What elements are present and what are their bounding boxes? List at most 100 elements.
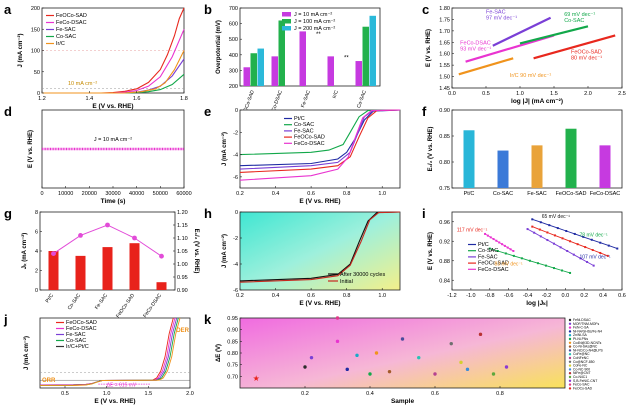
y-tick-label-f: 0.75 <box>439 186 450 192</box>
marker-k <box>368 372 372 376</box>
y-tick-label-g: 1.15 <box>177 223 188 229</box>
line-label-i: 65 mV dec⁻¹ <box>542 214 571 220</box>
y-tick-label-c: 1.70 <box>439 29 450 35</box>
panel-label-b: b <box>204 2 212 17</box>
y-axis-label-g: E₁/₂ (V vs. RHE) <box>193 229 199 274</box>
y-axis-label-k: ΔE (V) <box>216 344 222 362</box>
plot-frame-k <box>239 317 566 389</box>
x-tick-label-d: 20000 <box>82 191 97 197</box>
y-tick-label-i: 0.88 <box>439 259 450 265</box>
annotation-j: OER <box>176 328 190 334</box>
bar-b <box>362 26 369 86</box>
legend-label-j: FeOCo-SAD <box>66 320 97 326</box>
panel-label-j: j <box>3 312 8 327</box>
y-tick-label-i: 0.96 <box>439 220 450 226</box>
legend-label-k: Co-Ni-SAs@NC <box>573 345 598 349</box>
bar-b <box>271 56 278 86</box>
legend-label-k: CoNFeNC <box>573 356 589 360</box>
bar-b <box>243 67 250 86</box>
y-tick-label-b: 500 <box>229 37 238 43</box>
legend-swatch-k <box>568 318 572 322</box>
y-tick-label-k: 0.95 <box>227 316 238 322</box>
panel-label-f: f <box>422 104 427 119</box>
y-tick-label-g: 1.05 <box>177 249 188 255</box>
y-tick-label-b: 700 <box>229 6 238 12</box>
bar-f <box>497 150 509 188</box>
x-tick-label-e: 1.0 <box>378 191 386 197</box>
y-tick-label-b: 200 <box>229 84 238 90</box>
x-tick-label-i: 0.0 <box>562 293 570 299</box>
y-tick-label-k: 0.90 <box>227 328 238 334</box>
marker-g <box>132 235 137 241</box>
series-line-h <box>239 211 401 282</box>
marker-i <box>559 246 562 249</box>
marker-k <box>374 351 379 355</box>
series-line-j <box>39 317 181 387</box>
plot-frame-c <box>451 7 623 89</box>
marker-i <box>492 238 495 241</box>
marker-i <box>592 264 595 267</box>
bar-f <box>531 145 543 188</box>
line-label-i: 78 mV dec⁻¹ <box>580 232 609 238</box>
annotation-d: J = 10 mA cm⁻² <box>94 137 132 143</box>
bar-b <box>369 15 376 86</box>
line-label-c: Co-SAC <box>564 18 584 24</box>
y-tick-label-k: 0.75 <box>227 363 238 369</box>
panel-label-c: c <box>422 2 429 17</box>
category-label-f: Pt/C <box>464 191 475 197</box>
legend-label-k: FeN-C-SA <box>573 326 589 330</box>
category-label-f: FeCo-DSAC <box>590 191 621 197</box>
legend-swatch-k <box>568 337 572 341</box>
marker-i <box>590 238 593 241</box>
y-tick-label-c: 1.50 <box>439 75 450 81</box>
x-tick-label-e: 0.8 <box>343 191 351 197</box>
bar-g <box>75 255 86 290</box>
plot-frame-h <box>239 211 401 291</box>
marker-i <box>503 244 506 247</box>
marker-i <box>548 224 551 227</box>
marker-i <box>606 254 609 257</box>
x-tick-label-a: 1.2 <box>38 96 46 102</box>
legend-swatch-b <box>282 26 291 31</box>
y-axis-label-e: J (mA cm⁻²) <box>221 132 228 166</box>
legend-label-j: Fe-SAC <box>66 332 86 338</box>
x-tick-label-c: 2.0 <box>584 91 592 97</box>
marker-k <box>465 367 470 372</box>
line-label-c: 97 mV dec⁻¹ <box>486 16 517 22</box>
legend-swatch-k <box>568 353 572 356</box>
series-line-h <box>239 211 401 283</box>
x-tick-label-h: 0.4 <box>272 293 280 299</box>
series-line-c <box>458 57 514 76</box>
annotation-j: ΔE = 615 mV <box>107 382 137 388</box>
marker-i <box>538 228 541 231</box>
legend-swatch-k <box>568 326 572 329</box>
x-tick-label-i: -0.2 <box>542 293 551 299</box>
legend-label-k: NiFe@CNT <box>573 371 591 375</box>
x-tick-label-h: 1.0 <box>378 293 386 299</box>
marker-i <box>536 262 539 265</box>
x-axis-label-k: Sample <box>391 398 415 405</box>
legend-swatch-k <box>568 334 572 337</box>
x-tick-label-h: 0.8 <box>343 293 351 299</box>
y-axis-label-c: E (V vs. RHE) <box>426 29 432 67</box>
category-label-g: FeOCo-SAD <box>115 292 136 319</box>
y-tick-label-h: -2 <box>233 236 238 242</box>
marker-i <box>561 269 564 272</box>
category-label-f: FeOCo-SAD <box>556 191 587 197</box>
bar-b <box>327 56 334 86</box>
x-tick-label-d: 50000 <box>153 191 168 197</box>
y-tick-label-f: 0.85 <box>439 134 450 140</box>
legend-swatch-k <box>568 375 572 379</box>
marker-k <box>335 316 340 320</box>
bar-b <box>250 53 257 86</box>
legend-label-k: CoFe-NC <box>573 364 588 368</box>
marker-i <box>512 254 515 257</box>
series-line-c <box>533 34 616 60</box>
x-tick-label-d: 60000 <box>176 191 191 197</box>
series-line-c <box>519 25 589 45</box>
marker-g <box>78 233 83 238</box>
marker-k <box>345 367 349 372</box>
category-label-g: Fe-SAC <box>94 292 109 310</box>
marker-i <box>539 235 542 238</box>
